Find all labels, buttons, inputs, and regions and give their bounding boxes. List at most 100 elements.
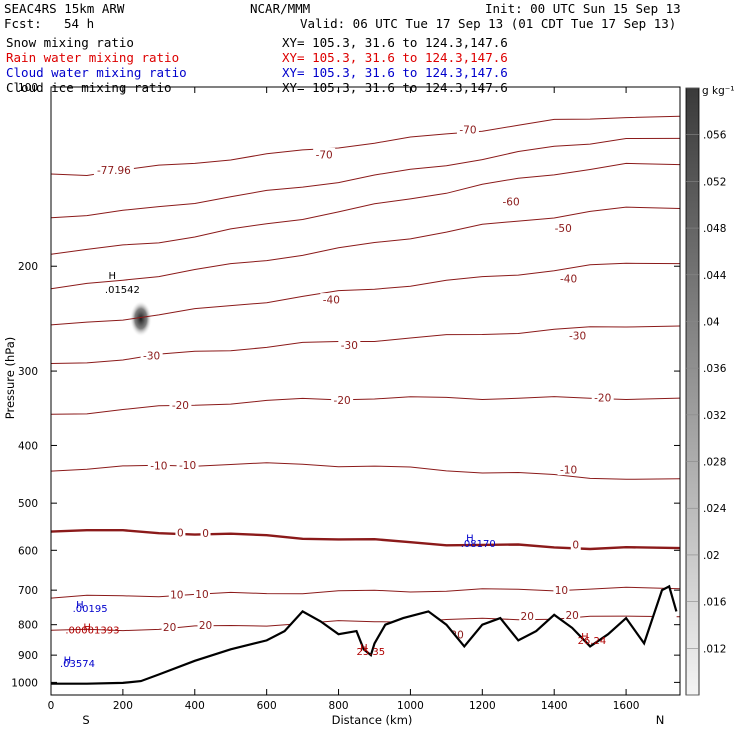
temperature-contour	[51, 115, 680, 177]
contour-label: 20	[565, 610, 578, 622]
contour-label: -50	[555, 223, 572, 235]
colorbar-tick-label: .012	[703, 643, 726, 655]
plot-inner: -77.96 -70 -70 -60 -50 -40 -40 -30 -30 -30 -20 -20 -…	[51, 115, 680, 695]
colorbar-tick-label: .024	[703, 503, 727, 515]
colorbar-tick-label: .032	[703, 410, 726, 422]
endpoint-left: S	[82, 713, 89, 727]
contour-label: 10	[170, 589, 183, 601]
contour-label-bg	[553, 583, 570, 596]
contour-label: -10	[150, 460, 167, 472]
max-annotation: 25.35	[357, 647, 386, 658]
x-tick-label: 600	[257, 700, 277, 712]
y-tick-label: 800	[18, 620, 38, 632]
temperature-contour	[51, 462, 680, 480]
contour-label: 20	[163, 622, 176, 634]
contour-label-bg	[564, 608, 581, 621]
colorbar-ramp	[685, 87, 700, 696]
contour-label: 0	[572, 540, 579, 552]
max-annotation: .03574	[60, 659, 95, 670]
contour-label: -70	[459, 124, 476, 136]
x-tick-label: 1600	[613, 700, 640, 712]
temperature-contour	[51, 396, 680, 415]
contour-label-bg	[557, 271, 580, 284]
contour-label: -30	[143, 350, 160, 362]
x-tick-label: 1400	[541, 700, 568, 712]
colorbar-tick-label: .028	[703, 457, 726, 469]
contour-label: 0	[202, 528, 209, 540]
contour-label-bg	[93, 163, 134, 176]
colorbar-tick-label: .048	[703, 223, 726, 235]
contour-label-bg	[566, 329, 589, 342]
contour-label-bg	[331, 393, 354, 406]
contour-label-bg	[193, 587, 210, 600]
colorbar-tick-label: .02	[703, 550, 720, 562]
terrain-fill	[51, 586, 680, 695]
x-tick-label: 1000	[397, 700, 424, 712]
y-tick-label: 1000	[11, 677, 38, 689]
contour-label-bg	[169, 398, 192, 411]
contour-label: -30	[341, 340, 358, 352]
contour-label: 10	[195, 589, 208, 601]
contour-label-bg	[161, 620, 178, 633]
field-xy: XY= 105.3, 31.6 to 124.3,147.6	[282, 35, 508, 50]
field-legend: Snow mixing ratio XY= 105.3, 31.6 to 124.…	[6, 35, 508, 95]
x-tick-label: 200	[113, 700, 133, 712]
contour-label: -77.96	[97, 165, 131, 177]
y-tick-label: 900	[18, 650, 38, 662]
max-annotation: .01542	[105, 285, 140, 296]
contour-label-bg	[175, 525, 186, 538]
terrain-line	[51, 584, 678, 685]
colorbar-tick-label: .04	[703, 316, 720, 328]
contour-label: -20	[334, 395, 351, 407]
max-annotation: H	[360, 643, 368, 654]
contour-label-bg	[147, 458, 170, 471]
contour-label: 20	[199, 620, 212, 632]
contour-label-bg	[456, 122, 479, 135]
max-annotation: H	[109, 271, 117, 282]
temperature-contour	[51, 529, 680, 551]
contour-label-bg	[570, 538, 581, 551]
colorbar-tick-label: .052	[703, 176, 726, 188]
field-name: Rain water mixing ratio	[6, 50, 179, 65]
max-annotation: H	[581, 632, 589, 643]
init-time: Init: 00 UTC Sun 15 Sep 13	[485, 1, 681, 16]
field-name: Snow mixing ratio	[6, 35, 134, 50]
max-annotation: .08170	[461, 539, 496, 550]
field-name: Cloud water mixing ratio	[6, 65, 187, 80]
colorbar-unit: g kg⁻¹	[702, 85, 735, 97]
max-annotation: H	[76, 600, 84, 611]
temperature-contour	[51, 615, 680, 632]
max-annotation: .00195	[73, 604, 108, 615]
contour-label: -60	[502, 196, 519, 208]
fcst-value: 54 h	[64, 16, 94, 31]
temperature-contour	[51, 137, 680, 219]
contour-label-bg	[168, 587, 185, 600]
contour-label-bg	[557, 463, 580, 476]
contour-label: -10	[560, 465, 577, 477]
x-tick-label: 1200	[469, 700, 496, 712]
temperature-contour	[51, 206, 680, 290]
contour-label: -20	[594, 393, 611, 405]
contour-label-bg	[552, 221, 575, 234]
y-tick-label: 400	[18, 440, 38, 452]
contour-label-bg	[500, 194, 523, 207]
contour-label: 0	[177, 527, 184, 539]
contour-label: -40	[560, 273, 577, 285]
y-tick-label: 500	[18, 498, 38, 510]
temperature-contour	[51, 586, 680, 599]
colorbar-tick-label: .056	[703, 130, 727, 142]
contour-label: -40	[323, 295, 340, 307]
field-xy: XY= 105.3, 31.6 to 124.3,147.6	[282, 65, 508, 80]
contour-label-bg	[176, 458, 199, 471]
contour-label-bg	[519, 609, 536, 622]
contour-label-bg	[197, 618, 214, 631]
temperature-contour	[51, 262, 680, 326]
max-annotation: H	[466, 534, 474, 545]
valid-time: Valid: 06 UTC Tue 17 Sep 13 (01 CDT Tue …	[300, 16, 676, 31]
x-tick-label: 800	[329, 700, 349, 712]
max-annotation: H	[64, 656, 72, 667]
contour-label-bg	[338, 338, 361, 351]
y-tick-label: 700	[18, 585, 38, 597]
org-title: NCAR/MMM	[250, 1, 310, 16]
